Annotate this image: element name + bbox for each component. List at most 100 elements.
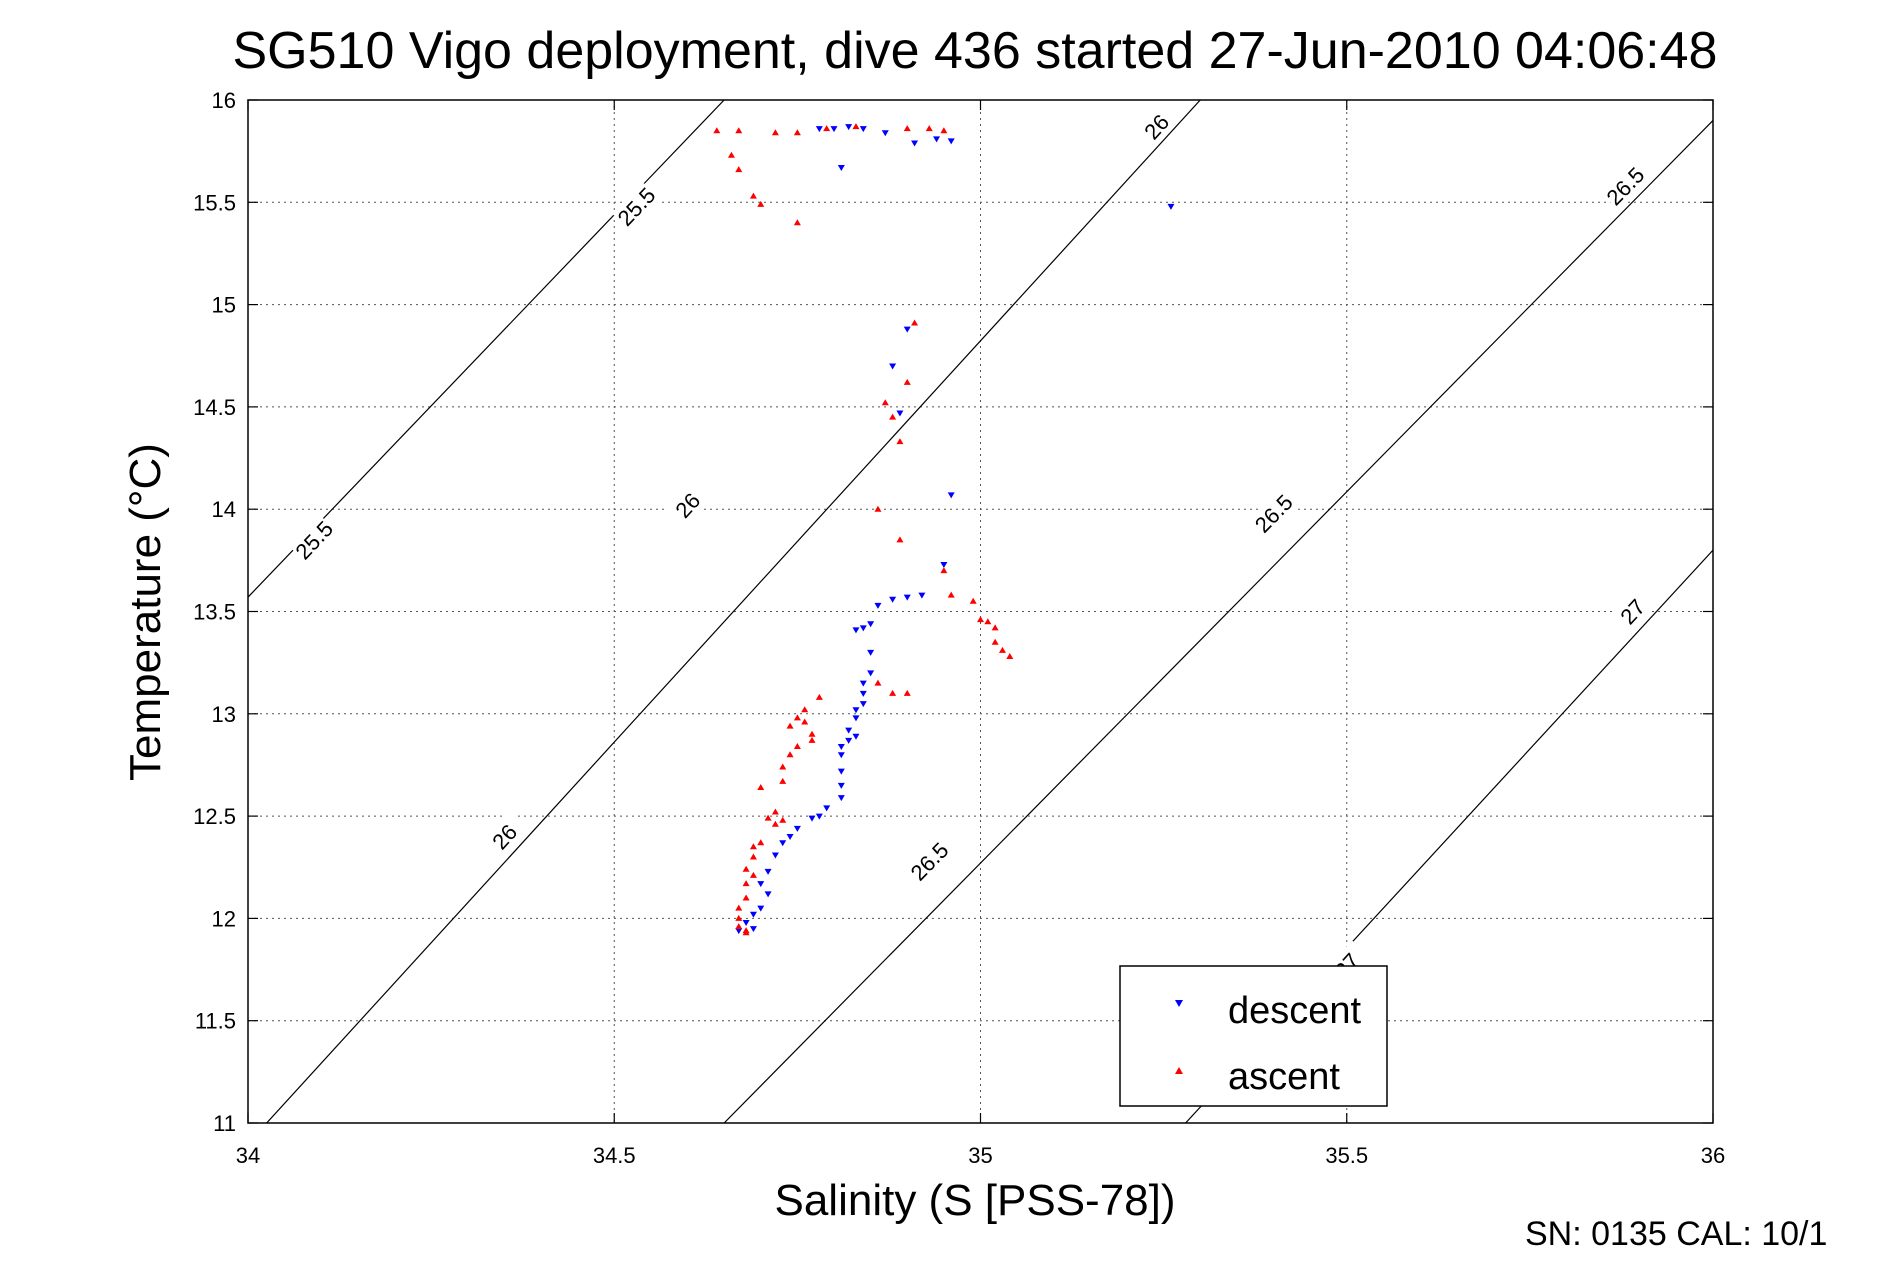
descent-point <box>837 795 845 802</box>
ascent-point <box>940 567 948 574</box>
ascent-point <box>947 591 955 598</box>
y-tick-label: 15 <box>212 293 236 318</box>
descent-point <box>815 126 823 133</box>
ascent-point <box>742 894 750 901</box>
descent-point <box>852 715 860 722</box>
descent-point <box>764 891 772 898</box>
contour-label: 26.5 <box>1602 162 1650 210</box>
descent-point <box>837 744 845 751</box>
ascent-point <box>735 923 743 930</box>
x-ticks: 34 34.5 35 35.5 36 <box>236 100 1725 1168</box>
descent-point <box>933 136 941 143</box>
ascent-point <box>757 839 765 846</box>
descent-point <box>852 733 860 740</box>
ascent-point <box>998 646 1006 653</box>
grid <box>248 100 1713 1123</box>
descent-point <box>859 126 867 133</box>
ascent-point <box>779 777 787 784</box>
descent-point <box>815 813 823 820</box>
contour-label: 26.5 <box>1250 490 1298 538</box>
x-tick-label: 36 <box>1701 1143 1725 1168</box>
descent-point <box>903 326 911 333</box>
descent-point <box>940 561 948 568</box>
y-tick-label: 14.5 <box>193 395 236 420</box>
descent-point <box>779 840 787 847</box>
y-ticks: 11 11.5 12 12.5 13 13.5 14 14.5 15 15.5 16 <box>193 88 1713 1136</box>
ascent-point <box>896 536 904 543</box>
ascent-point <box>786 751 794 758</box>
ascent-point <box>713 127 721 134</box>
y-tick-label: 12 <box>212 906 236 931</box>
descent-point <box>735 928 743 935</box>
contour-label-bg <box>479 811 529 862</box>
contour-label: 25.5 <box>290 516 338 564</box>
descent-point <box>823 805 831 812</box>
ascent-point <box>889 413 897 420</box>
descent-point <box>918 592 926 599</box>
ascent-point <box>852 123 860 130</box>
descent-point <box>859 680 867 687</box>
ascent-point <box>925 125 933 132</box>
contour-label-bg <box>289 515 339 565</box>
descent-point <box>749 926 757 933</box>
ascent-point <box>735 127 743 134</box>
ascent-point <box>991 638 999 645</box>
descent-point <box>947 492 955 499</box>
contour-label: 25.5 <box>613 183 661 231</box>
serial-calibration-note: SN: 0135 CAL: 10/1 <box>1525 1215 1827 1253</box>
ascent-point <box>801 718 809 725</box>
ascent-point <box>735 904 743 911</box>
descent-point <box>889 596 897 603</box>
ascent-point <box>727 151 735 158</box>
ascent-point <box>749 843 757 850</box>
y-tick-label: 13 <box>212 702 236 727</box>
descent-point <box>837 768 845 775</box>
descent-point <box>859 701 867 708</box>
descent-point <box>830 126 838 133</box>
ascent-point <box>779 816 787 823</box>
contour-label-bg <box>1600 161 1650 211</box>
ascent-point <box>779 763 787 770</box>
descent-point <box>867 670 875 677</box>
ascent-point <box>991 624 999 631</box>
ascent-point <box>889 689 897 696</box>
descent-point <box>874 602 882 609</box>
chart-title: SG510 Vigo deployment, dive 436 started … <box>233 22 1718 80</box>
y-tick-label: 15.5 <box>193 190 236 215</box>
legend: descent ascent <box>1119 965 1388 1107</box>
descent-point <box>852 707 860 714</box>
contour-label-bg <box>1607 586 1657 637</box>
descent-point <box>757 905 765 912</box>
ascent-point <box>977 616 984 623</box>
ascent-point <box>874 679 882 686</box>
descent-point <box>852 627 860 634</box>
ascent-point <box>749 853 757 860</box>
ascent-point <box>735 166 743 173</box>
descent-point <box>757 881 765 888</box>
descent-point <box>845 727 853 734</box>
ascent-point <box>815 693 823 700</box>
descent-point <box>837 752 845 759</box>
descent-point <box>771 852 779 859</box>
density-contour-line <box>723 120 1713 1123</box>
contour-label-bg <box>611 181 661 232</box>
ascent-point <box>808 730 816 737</box>
ascent-point <box>749 192 757 199</box>
density-contour-line <box>265 100 1201 1123</box>
contour-label-bg <box>1248 488 1299 539</box>
legend-ascent-marker <box>1175 1067 1183 1074</box>
descent-point <box>845 737 853 744</box>
contour-label-bg <box>663 480 712 531</box>
ascent-point <box>742 865 750 872</box>
y-tick-label: 14 <box>212 497 236 522</box>
ascent-point <box>911 319 919 326</box>
y-tick-label: 16 <box>212 88 236 113</box>
legend-ascent-label: ascent <box>1228 1056 1340 1098</box>
descent-point <box>896 410 904 417</box>
ascent-point <box>742 929 750 936</box>
ascent-point <box>896 438 904 445</box>
descent-point <box>786 834 794 841</box>
ascent-point <box>808 736 816 743</box>
contour-label-bg <box>1131 101 1181 152</box>
descent-point <box>911 140 919 147</box>
